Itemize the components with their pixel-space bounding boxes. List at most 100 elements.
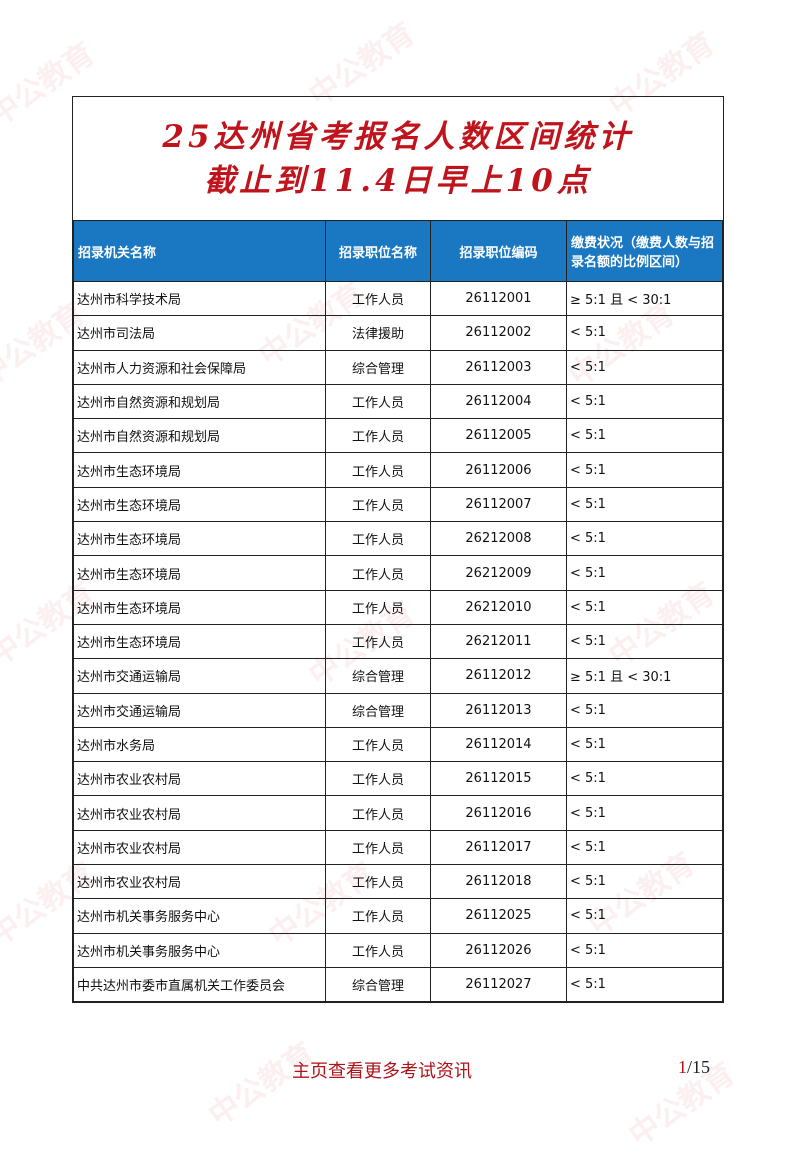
cell-agency: 达州市人力资源和社会保障局 — [73, 349, 326, 385]
cell-ratio: < 5:1 — [566, 589, 723, 625]
cell-agency: 达州市生态环境局 — [73, 521, 326, 557]
cell-position: 工作人员 — [325, 726, 431, 763]
cell-agency: 达州市生态环境局 — [73, 452, 326, 488]
cell-code: 26112007 — [430, 486, 567, 523]
table-row: 达州市生态环境局 工作人员 26212009 < 5:1 — [73, 555, 723, 591]
table-row: 中共达州市委市直属机关工作委员会 综合管理 26112027 < 5:1 — [73, 966, 723, 1003]
table-row: 达州市司法局 法律援助 26112002 < 5:1 — [73, 315, 723, 351]
cell-agency: 达州市交通运输局 — [73, 692, 326, 728]
cell-position: 工作人员 — [325, 383, 431, 420]
cell-code: 26212010 — [430, 589, 567, 625]
cell-code: 26112001 — [430, 280, 567, 317]
table-row: 达州市农业农村局 工作人员 26112016 < 5:1 — [73, 795, 723, 831]
table-row: 达州市生态环境局 工作人员 26112006 < 5:1 — [73, 452, 723, 488]
cell-code: 26112003 — [430, 349, 567, 385]
table-row: 达州市交通运输局 综合管理 26112013 < 5:1 — [73, 692, 723, 728]
statistics-table: 招录机关名称 招录职位名称 招录职位编码 缴费状况（缴费人数与招录名额的比例区间… — [73, 220, 723, 1003]
cell-ratio: ≥ 5:1 且 < 30:1 — [566, 658, 723, 694]
cell-agency: 达州市自然资源和规划局 — [73, 383, 326, 420]
cell-code: 26112017 — [430, 829, 567, 866]
cell-agency: 达州市机关事务服务中心 — [73, 898, 326, 934]
cell-ratio: < 5:1 — [566, 932, 723, 968]
cell-ratio: < 5:1 — [566, 418, 723, 454]
header-agency: 招录机关名称 — [73, 220, 326, 282]
document-title: 25达州省考报名人数区间统计 截止到11.4日早上10点 — [73, 97, 723, 220]
cell-agency: 达州市生态环境局 — [73, 589, 326, 625]
cell-agency: 达州市生态环境局 — [73, 623, 326, 660]
cell-code: 26112026 — [430, 932, 567, 968]
table-row: 达州市交通运输局 综合管理 26112012 ≥ 5:1 且 < 30:1 — [73, 658, 723, 694]
table-row: 达州市生态环境局 工作人员 26212011 < 5:1 — [73, 623, 723, 660]
title-line-1: 25达州省考报名人数区间统计 — [162, 118, 634, 155]
cell-position: 工作人员 — [325, 623, 431, 660]
cell-code: 26212009 — [430, 555, 567, 591]
title-line-2: 截止到11.4日早上10点 — [204, 162, 592, 199]
cell-position: 工作人员 — [325, 452, 431, 488]
cell-position: 工作人员 — [325, 521, 431, 557]
cell-ratio: < 5:1 — [566, 898, 723, 934]
cell-ratio: < 5:1 — [566, 315, 723, 351]
page-total: /15 — [687, 1057, 711, 1077]
cell-agency: 达州市交通运输局 — [73, 658, 326, 694]
cell-code: 26112027 — [430, 966, 567, 1003]
cell-code: 26112014 — [430, 726, 567, 763]
cell-ratio: < 5:1 — [566, 623, 723, 660]
cell-agency: 达州市科学技术局 — [73, 280, 326, 317]
cell-agency: 达州市生态环境局 — [73, 555, 326, 591]
cell-position: 工作人员 — [325, 486, 431, 523]
cell-code: 26212011 — [430, 623, 567, 660]
cell-code: 26112018 — [430, 864, 567, 900]
table-row: 达州市农业农村局 工作人员 26112018 < 5:1 — [73, 864, 723, 900]
header-code: 招录职位编码 — [430, 220, 567, 282]
cell-position: 工作人员 — [325, 555, 431, 591]
table-header-row: 招录机关名称 招录职位名称 招录职位编码 缴费状况（缴费人数与招录名额的比例区间… — [73, 220, 723, 282]
cell-code: 26112002 — [430, 315, 567, 351]
cell-position: 综合管理 — [325, 658, 431, 694]
cell-code: 26112004 — [430, 383, 567, 420]
cell-ratio: < 5:1 — [566, 452, 723, 488]
cell-ratio: < 5:1 — [566, 521, 723, 557]
cell-position: 工作人员 — [325, 589, 431, 625]
cell-ratio: < 5:1 — [566, 726, 723, 763]
cell-position: 工作人员 — [325, 864, 431, 900]
table-row: 达州市农业农村局 工作人员 26112017 < 5:1 — [73, 829, 723, 866]
table-row: 达州市水务局 工作人员 26112014 < 5:1 — [73, 726, 723, 763]
cell-ratio: < 5:1 — [566, 966, 723, 1003]
cell-agency: 达州市农业农村局 — [73, 761, 326, 797]
more-info-link[interactable]: 主页查看更多考试资讯 — [292, 1061, 472, 1082]
table-row: 达州市机关事务服务中心 工作人员 26112026 < 5:1 — [73, 932, 723, 968]
cell-ratio: < 5:1 — [566, 383, 723, 420]
cell-ratio: < 5:1 — [566, 761, 723, 797]
cell-position: 工作人员 — [325, 280, 431, 317]
table-row: 达州市农业农村局 工作人员 26112015 < 5:1 — [73, 761, 723, 797]
cell-code: 26112015 — [430, 761, 567, 797]
cell-agency: 达州市机关事务服务中心 — [73, 932, 326, 968]
cell-position: 工作人员 — [325, 761, 431, 797]
cell-code: 26112012 — [430, 658, 567, 694]
cell-ratio: ≥ 5:1 且 < 30:1 — [566, 280, 723, 317]
table-row: 达州市自然资源和规划局 工作人员 26112005 < 5:1 — [73, 418, 723, 454]
cell-agency: 达州市司法局 — [73, 315, 326, 351]
table-row: 达州市生态环境局 工作人员 26112007 < 5:1 — [73, 486, 723, 523]
table-row: 达州市生态环境局 工作人员 26212010 < 5:1 — [73, 589, 723, 625]
cell-agency: 达州市水务局 — [73, 726, 326, 763]
cell-position: 综合管理 — [325, 692, 431, 728]
cell-agency: 达州市农业农村局 — [73, 864, 326, 900]
cell-ratio: < 5:1 — [566, 555, 723, 591]
cell-code: 26112005 — [430, 418, 567, 454]
cell-ratio: < 5:1 — [566, 349, 723, 385]
cell-code: 26112016 — [430, 795, 567, 831]
cell-code: 26112025 — [430, 898, 567, 934]
cell-agency: 中共达州市委市直属机关工作委员会 — [73, 966, 326, 1003]
table-row: 达州市自然资源和规划局 工作人员 26112004 < 5:1 — [73, 383, 723, 420]
cell-code: 26112006 — [430, 452, 567, 488]
cell-code: 26112013 — [430, 692, 567, 728]
header-position: 招录职位名称 — [325, 220, 431, 282]
cell-position: 工作人员 — [325, 418, 431, 454]
cell-agency: 达州市生态环境局 — [73, 486, 326, 523]
cell-position: 综合管理 — [325, 966, 431, 1003]
cell-agency: 达州市农业农村局 — [73, 795, 326, 831]
cell-position: 工作人员 — [325, 932, 431, 968]
table-row: 达州市机关事务服务中心 工作人员 26112025 < 5:1 — [73, 898, 723, 934]
cell-agency: 达州市自然资源和规划局 — [73, 418, 326, 454]
